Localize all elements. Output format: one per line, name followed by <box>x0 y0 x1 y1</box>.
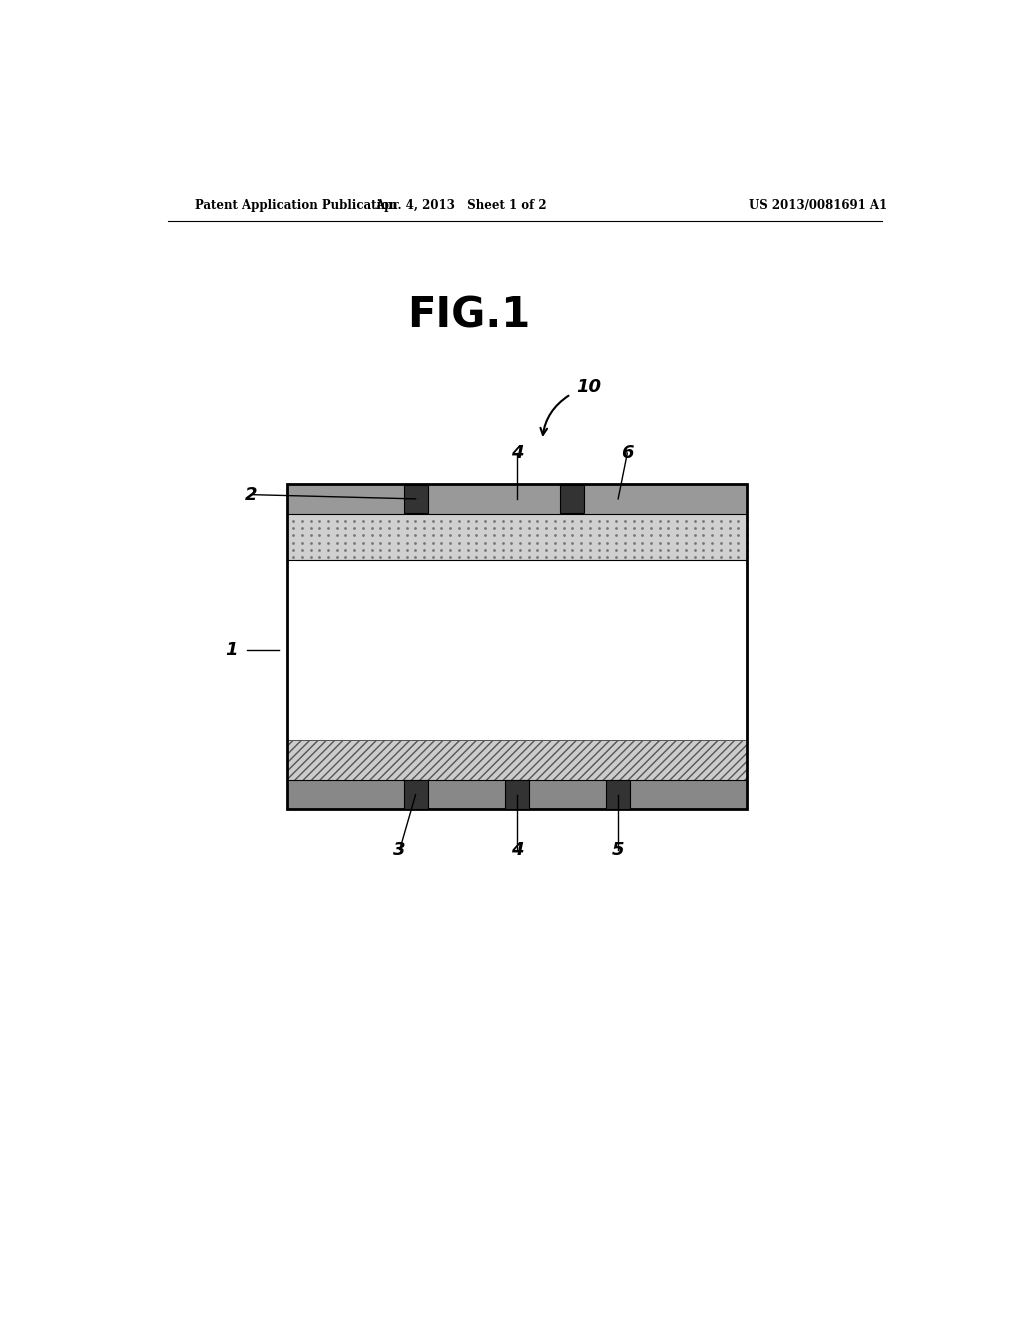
Bar <box>287 739 748 780</box>
Bar <box>403 484 427 513</box>
Text: FIG.1: FIG.1 <box>408 294 530 337</box>
Text: Apr. 4, 2013   Sheet 1 of 2: Apr. 4, 2013 Sheet 1 of 2 <box>376 198 547 211</box>
Bar <box>287 483 748 809</box>
Bar <box>560 484 584 513</box>
Text: 10: 10 <box>577 378 601 396</box>
Text: 3: 3 <box>393 841 406 858</box>
Bar <box>287 560 748 739</box>
Text: 5: 5 <box>612 841 625 858</box>
Bar <box>287 483 748 515</box>
Text: Patent Application Publication: Patent Application Publication <box>196 198 398 211</box>
Text: 6: 6 <box>622 444 634 462</box>
Text: 2: 2 <box>245 486 257 504</box>
Bar <box>505 780 528 809</box>
Text: US 2013/0081691 A1: US 2013/0081691 A1 <box>750 198 888 211</box>
Text: 1: 1 <box>225 640 238 659</box>
Bar <box>606 780 630 809</box>
Bar <box>287 739 748 780</box>
Text: 4: 4 <box>511 841 523 858</box>
Text: 4: 4 <box>511 444 523 462</box>
Bar <box>287 515 748 560</box>
Bar <box>403 780 427 809</box>
Bar <box>287 780 748 809</box>
